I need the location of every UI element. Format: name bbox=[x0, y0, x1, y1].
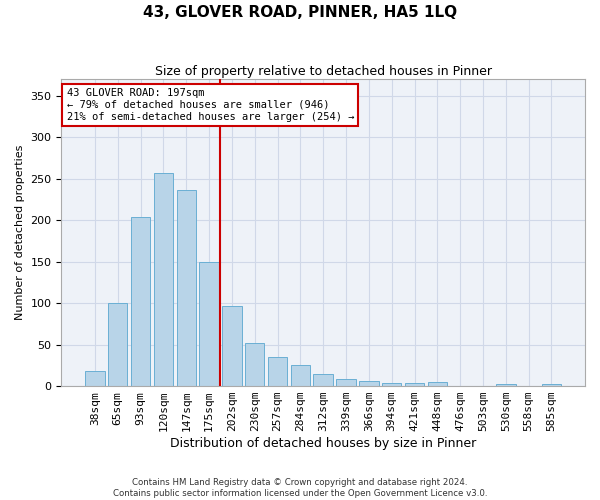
Bar bbox=[428, 382, 447, 386]
X-axis label: Distribution of detached houses by size in Pinner: Distribution of detached houses by size … bbox=[170, 437, 476, 450]
Bar bbox=[245, 343, 265, 386]
Bar bbox=[405, 383, 424, 386]
Y-axis label: Number of detached properties: Number of detached properties bbox=[15, 145, 25, 320]
Text: Contains HM Land Registry data © Crown copyright and database right 2024.
Contai: Contains HM Land Registry data © Crown c… bbox=[113, 478, 487, 498]
Bar bbox=[85, 371, 104, 386]
Bar bbox=[268, 357, 287, 386]
Bar bbox=[290, 364, 310, 386]
Text: 43 GLOVER ROAD: 197sqm
← 79% of detached houses are smaller (946)
21% of semi-de: 43 GLOVER ROAD: 197sqm ← 79% of detached… bbox=[67, 88, 354, 122]
Bar bbox=[359, 381, 379, 386]
Bar bbox=[496, 384, 515, 386]
Bar bbox=[313, 374, 333, 386]
Bar bbox=[199, 262, 219, 386]
Bar bbox=[337, 378, 356, 386]
Title: Size of property relative to detached houses in Pinner: Size of property relative to detached ho… bbox=[155, 65, 492, 78]
Bar bbox=[108, 303, 127, 386]
Bar bbox=[154, 173, 173, 386]
Bar bbox=[382, 383, 401, 386]
Bar bbox=[131, 217, 150, 386]
Bar bbox=[176, 190, 196, 386]
Bar bbox=[542, 384, 561, 386]
Bar bbox=[222, 306, 242, 386]
Text: 43, GLOVER ROAD, PINNER, HA5 1LQ: 43, GLOVER ROAD, PINNER, HA5 1LQ bbox=[143, 5, 457, 20]
